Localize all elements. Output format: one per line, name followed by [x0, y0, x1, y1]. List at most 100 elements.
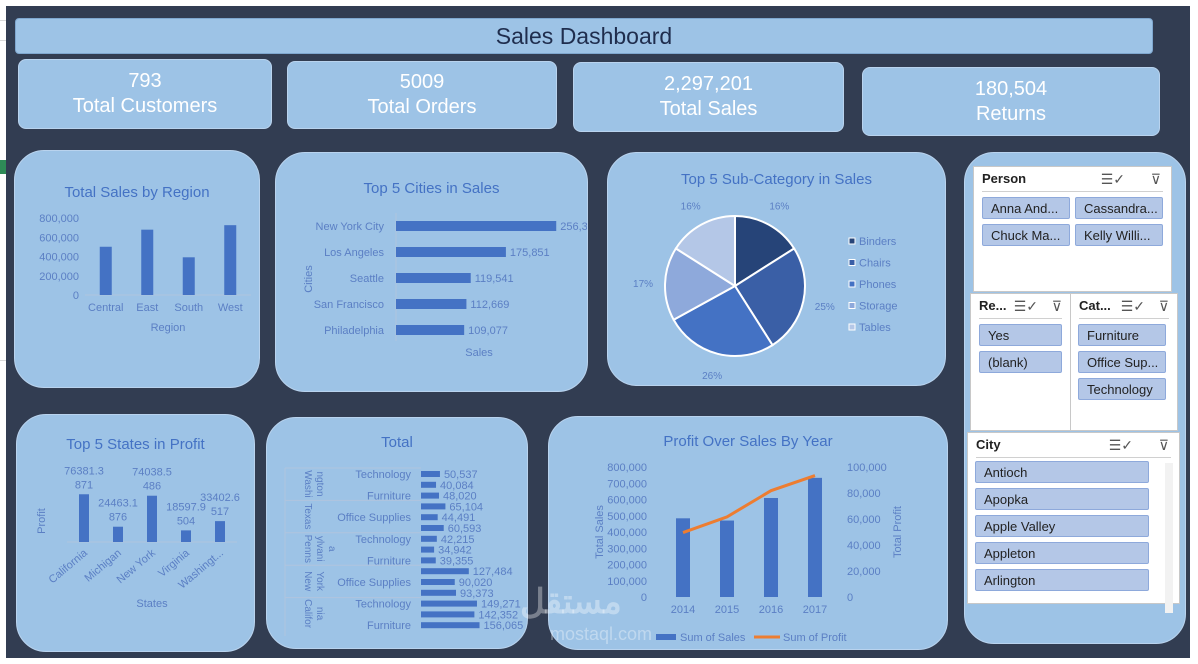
- bar: [421, 579, 455, 585]
- category-label: Seattle: [350, 273, 384, 285]
- dashboard-title: Sales Dashboard: [15, 18, 1153, 54]
- chart-sales-by-region[interactable]: Total Sales by Region 0 200,000 400,000 600…: [14, 150, 260, 388]
- slicer-item[interactable]: Anna And...: [982, 197, 1070, 219]
- legend-label: Sum of Sales: [680, 632, 746, 644]
- legend-swatch: [848, 323, 856, 331]
- x-tick-label: New York: [115, 547, 159, 586]
- legend-label: Chairs: [859, 258, 891, 270]
- bar: [396, 325, 465, 335]
- chart-title: Top 5 Cities in Sales: [363, 180, 500, 197]
- slice-label: 26%: [702, 371, 722, 382]
- kpi-total-sales: 2,297,201 Total Sales: [573, 62, 844, 132]
- x-tick-label: South: [174, 302, 203, 314]
- multi-select-icon[interactable]: ☰✓: [1100, 171, 1125, 187]
- chart-top-subcategory[interactable]: Top 5 Sub-Category in Sales 16% 25% 26% 17%…: [607, 152, 946, 386]
- chart-top-cities[interactable]: Top 5 Cities in Sales New York City 256,3…: [275, 152, 588, 392]
- y2-axis-title: Total Profit: [892, 506, 904, 558]
- clear-filter-icon[interactable]: ⊽: [1150, 171, 1161, 187]
- group-label: ngton: [314, 471, 325, 496]
- slicer-item[interactable]: (blank): [979, 351, 1062, 373]
- slicer-item[interactable]: Yes: [979, 324, 1062, 346]
- clear-filter-icon[interactable]: ⊽: [1158, 437, 1169, 453]
- slicer-category: Cat... ☰✓ ⊽ Furniture Office Sup... Tech…: [1070, 293, 1178, 431]
- data-label: 504: [177, 515, 195, 527]
- y2-tick-label: 100,000: [847, 462, 887, 474]
- x-axis-title: Region: [151, 322, 186, 334]
- slicer-item[interactable]: Arlington: [975, 569, 1149, 591]
- multi-select-icon[interactable]: ☰✓: [1013, 298, 1038, 314]
- data-label: 119,541: [475, 273, 514, 285]
- bar: [421, 600, 477, 607]
- row-label: Technology: [355, 599, 411, 611]
- chart-profit-over-sales[interactable]: Profit Over Sales By Year 0 100,000 200,00…: [548, 416, 948, 650]
- y-tick-label: 600,000: [607, 495, 647, 507]
- slicer-item[interactable]: Apple Valley: [975, 515, 1149, 537]
- slice-label: 16%: [769, 201, 789, 212]
- kpi-value: 180,504: [974, 77, 1048, 100]
- data-label: 74038.5: [132, 467, 172, 479]
- y-tick-label: 400,000: [607, 527, 647, 539]
- bar: [396, 299, 467, 309]
- slicer-item[interactable]: Apopka: [975, 488, 1149, 510]
- slicer-title: City: [976, 437, 1001, 452]
- chart-title: Total Sales by Region: [64, 184, 210, 201]
- pie-slice: [664, 247, 737, 322]
- kpi-label: Total Sales: [659, 98, 758, 120]
- group-label: York: [314, 571, 325, 592]
- y-tick-label: 0: [73, 290, 79, 302]
- bar: [421, 481, 437, 488]
- slicer-item[interactable]: Kelly Willi...: [1075, 224, 1163, 246]
- data-label: 871: [75, 479, 93, 491]
- legend-swatch: [848, 302, 856, 309]
- data-label: 90,020: [459, 577, 493, 589]
- y-tick-label: 0: [641, 592, 647, 604]
- slicer-item[interactable]: Antioch: [975, 461, 1149, 483]
- bar: [224, 225, 237, 295]
- group-label: Califor: [302, 599, 313, 629]
- data-label: 65,104: [449, 501, 483, 513]
- multi-select-icon[interactable]: ☰✓: [1108, 437, 1133, 453]
- y-tick-label: 800,000: [39, 213, 79, 225]
- slicer-header: Person ☰✓ ⊽: [982, 171, 1163, 192]
- clear-filter-icon[interactable]: ⊽: [1158, 298, 1169, 314]
- data-label: 127,484: [473, 566, 513, 578]
- slicer-item[interactable]: Office Sup...: [1078, 351, 1166, 373]
- legend-swatch: [848, 280, 856, 288]
- slicer-item[interactable]: Technology: [1078, 378, 1166, 400]
- multi-select-icon[interactable]: ☰✓: [1120, 298, 1145, 314]
- bar: [421, 622, 480, 629]
- bar: [215, 521, 225, 542]
- chart-total-by-state-category[interactable]: Total Washi ngton Technology 50,537 40,084 Fu…: [266, 417, 528, 649]
- bar: [421, 471, 440, 477]
- y-axis-title: Profit: [36, 508, 48, 534]
- bar: [141, 229, 154, 295]
- slicer-scrollbar[interactable]: [1165, 463, 1173, 613]
- data-label: 256,368: [560, 221, 587, 233]
- y-tick-label: 300,000: [607, 543, 647, 555]
- pie-slice: [672, 284, 774, 357]
- y2-tick-label: 20,000: [847, 566, 881, 578]
- y-axis-title: Cities: [303, 265, 315, 293]
- slicer-item[interactable]: Furniture: [1078, 324, 1166, 346]
- row-label: Office Supplies: [337, 577, 411, 589]
- slicer-title: Cat...: [1079, 298, 1111, 313]
- clear-filter-icon[interactable]: ⊽: [1051, 298, 1062, 314]
- kpi-total-orders: 5009 Total Orders: [287, 61, 557, 129]
- row-label: Furniture: [367, 555, 411, 567]
- bar: [396, 221, 557, 231]
- data-label: 33402.6: [200, 492, 240, 504]
- states-profit-chart: 76381.3871California24463.1876Michigan74…: [36, 465, 240, 610]
- watermark-logo: مستقل: [520, 583, 622, 621]
- slicer-item[interactable]: Cassandra...: [1075, 197, 1163, 219]
- kpi-label: Total Orders: [367, 96, 477, 118]
- slicer-item[interactable]: Appleton: [975, 542, 1149, 564]
- slice-label: 25%: [815, 302, 835, 313]
- x-tick-label: 2014: [671, 604, 695, 616]
- chart-title: Top 5 States in Profit: [66, 436, 205, 453]
- bar: [113, 526, 123, 542]
- row-gridline: [0, 20, 6, 21]
- bar: [421, 503, 446, 510]
- chart-states-profit[interactable]: Top 5 States in Profit 76381.3 871 Califor…: [16, 414, 255, 652]
- slicer-item[interactable]: Chuck Ma...: [982, 224, 1070, 246]
- group-label: nia: [314, 607, 325, 621]
